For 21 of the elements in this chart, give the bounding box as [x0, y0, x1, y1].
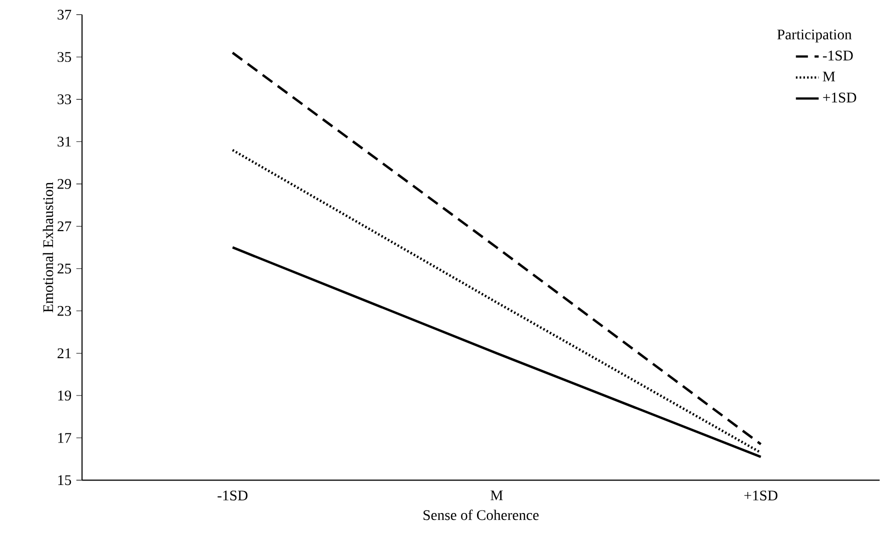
y-tick-label: 23 [58, 306, 72, 316]
y-tick-label: 29 [58, 179, 72, 190]
legend-label: -1SD [822, 50, 853, 61]
y-tick-label: 31 [58, 136, 71, 147]
legend-title: Participation [777, 30, 852, 43]
y-tick-label: 17 [58, 433, 72, 443]
x-tick-label: -1SD [218, 490, 248, 501]
y-tick-label: 37 [58, 10, 72, 20]
y-tick-label: 25 [58, 264, 72, 274]
y-tick-label: 35 [58, 52, 72, 62]
legend-label: M [822, 72, 836, 82]
y-tick-label: 21 [58, 348, 71, 358]
legend-label: +1SD [823, 92, 856, 103]
x-tick-label: M [490, 490, 503, 500]
y-axis-title: Emotional Exhaustion [42, 182, 54, 313]
x-tick-label: +1SD [744, 490, 778, 501]
y-tick-label: 33 [58, 94, 72, 104]
y-tick-label: 27 [58, 222, 72, 232]
y-tick-label: 15 [58, 475, 72, 486]
x-axis-title: Sense of Coherence [424, 510, 539, 520]
y-tick-label: 19 [58, 390, 72, 401]
